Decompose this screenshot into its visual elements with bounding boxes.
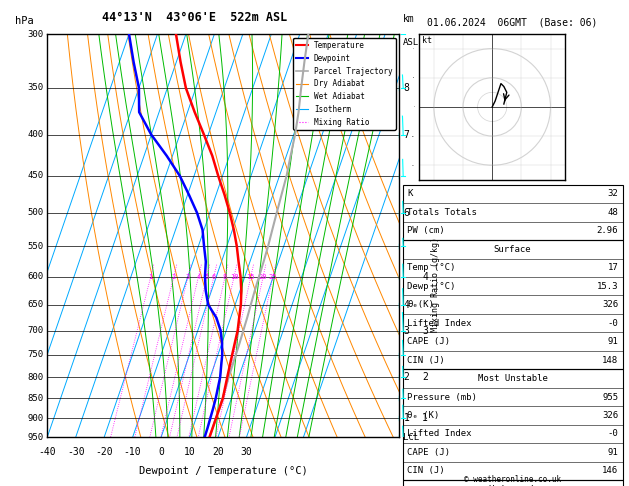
Text: 6: 6 [212,274,216,279]
Text: 32: 32 [608,190,618,198]
Text: 30: 30 [240,448,252,457]
Text: 01.06.2024  06GMT  (Base: 06): 01.06.2024 06GMT (Base: 06) [428,17,598,27]
Text: -0: -0 [608,430,618,438]
Text: 350: 350 [28,84,43,92]
Text: 326: 326 [602,411,618,420]
Text: 48: 48 [608,208,618,217]
Text: 550: 550 [28,242,43,251]
Text: 1: 1 [148,274,153,279]
Text: 2: 2 [172,274,176,279]
Text: 3: 3 [404,326,409,335]
Text: CAPE (J): CAPE (J) [407,448,450,457]
Text: 15.3: 15.3 [597,282,618,291]
Text: -40: -40 [38,448,56,457]
Text: 6: 6 [404,208,409,218]
Text: 7: 7 [404,130,409,139]
Text: 800: 800 [28,373,43,382]
Text: Surface: Surface [494,245,532,254]
Text: 850: 850 [28,394,43,403]
Text: 10: 10 [230,274,238,279]
Text: PW (cm): PW (cm) [407,226,445,235]
Text: 17: 17 [608,263,618,272]
Text: 955: 955 [602,393,618,401]
Text: CIN (J): CIN (J) [407,467,445,475]
Text: 44°13'N  43°06'E  522m ASL: 44°13'N 43°06'E 522m ASL [103,11,287,24]
Text: 20: 20 [212,448,224,457]
Text: θₑ(K): θₑ(K) [407,300,434,309]
Text: 300: 300 [28,30,43,38]
Text: 700: 700 [28,326,43,335]
Text: LCL: LCL [403,433,419,442]
Text: 2: 2 [422,372,428,382]
Text: 4: 4 [422,272,428,281]
Text: CIN (J): CIN (J) [407,356,445,364]
Text: 91: 91 [608,337,618,346]
Text: Dewp (°C): Dewp (°C) [407,282,455,291]
Text: Hodograph: Hodograph [489,485,537,486]
Text: kt: kt [422,36,432,45]
Text: 326: 326 [602,300,618,309]
Text: 20: 20 [259,274,267,279]
Text: © weatheronline.co.uk: © weatheronline.co.uk [464,474,561,484]
Text: km: km [403,14,415,24]
Text: -20: -20 [95,448,113,457]
Text: 600: 600 [28,272,43,281]
Text: 4: 4 [404,299,409,310]
Text: 91: 91 [608,448,618,457]
Text: 500: 500 [28,208,43,217]
Text: 1: 1 [422,414,428,423]
Text: Totals Totals: Totals Totals [407,208,477,217]
Text: Pressure (mb): Pressure (mb) [407,393,477,401]
Text: Lifted Index: Lifted Index [407,319,472,328]
Text: 15: 15 [247,274,255,279]
Text: -10: -10 [124,448,142,457]
Text: Most Unstable: Most Unstable [477,374,548,383]
Text: 0: 0 [158,448,164,457]
Text: 400: 400 [28,130,43,139]
Text: Dewpoint / Temperature (°C): Dewpoint / Temperature (°C) [139,466,308,476]
Text: θₑ (K): θₑ (K) [407,411,439,420]
Text: 2.96: 2.96 [597,226,618,235]
Text: 2: 2 [404,372,409,382]
Text: 5: 5 [205,274,209,279]
Text: 3: 3 [422,326,428,335]
Text: ASL: ASL [403,38,419,47]
Text: 146: 146 [602,467,618,475]
Text: 950: 950 [28,433,43,442]
Text: 3: 3 [186,274,190,279]
Text: 25: 25 [269,274,277,279]
Text: 1: 1 [404,414,409,423]
Text: CAPE (J): CAPE (J) [407,337,450,346]
Text: 148: 148 [602,356,618,364]
Text: Temp (°C): Temp (°C) [407,263,455,272]
Text: 8: 8 [404,83,409,93]
Text: 900: 900 [28,414,43,423]
Text: 650: 650 [28,300,43,309]
Text: -0: -0 [608,319,618,328]
Text: 10: 10 [184,448,196,457]
Legend: Temperature, Dewpoint, Parcel Trajectory, Dry Adiabat, Wet Adiabat, Isotherm, Mi: Temperature, Dewpoint, Parcel Trajectory… [293,38,396,130]
Text: -30: -30 [67,448,84,457]
Text: 8: 8 [223,274,227,279]
Text: K: K [407,190,413,198]
Text: 4: 4 [196,274,201,279]
Text: hPa: hPa [15,16,34,26]
Text: 450: 450 [28,172,43,180]
Text: Mixing Ratio (g/kg): Mixing Ratio (g/kg) [431,237,440,331]
Text: Lifted Index: Lifted Index [407,430,472,438]
Text: 750: 750 [28,350,43,359]
